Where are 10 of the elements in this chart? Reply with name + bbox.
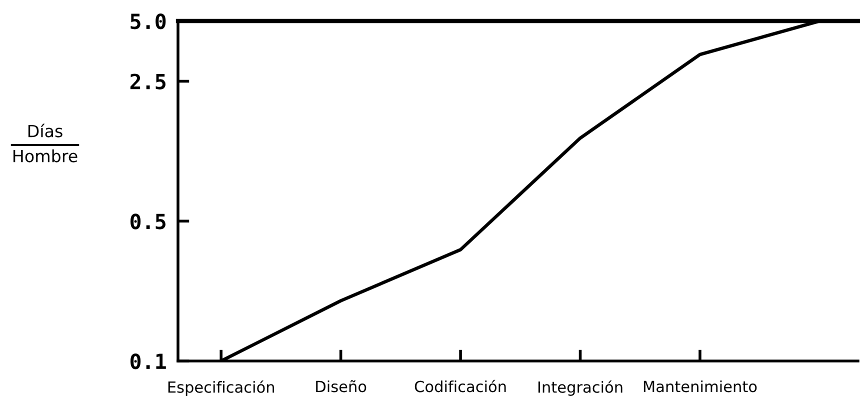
y-tick-label: 2.5 xyxy=(130,74,166,90)
x-tick-label: Integración xyxy=(538,380,622,396)
x-tick-label: Mantenimiento xyxy=(644,380,757,392)
x-tick-label: Especificación xyxy=(168,380,274,396)
y-tick-label: 5.0 xyxy=(130,13,166,30)
x-tick-label: Diseño xyxy=(316,380,366,392)
y-axis-title: Días Hombre xyxy=(13,124,78,162)
y-tick-label: 0.5 xyxy=(130,214,166,230)
x-tick-label: Codificación xyxy=(414,380,506,392)
y-tick-label: 0.1 xyxy=(130,353,166,370)
